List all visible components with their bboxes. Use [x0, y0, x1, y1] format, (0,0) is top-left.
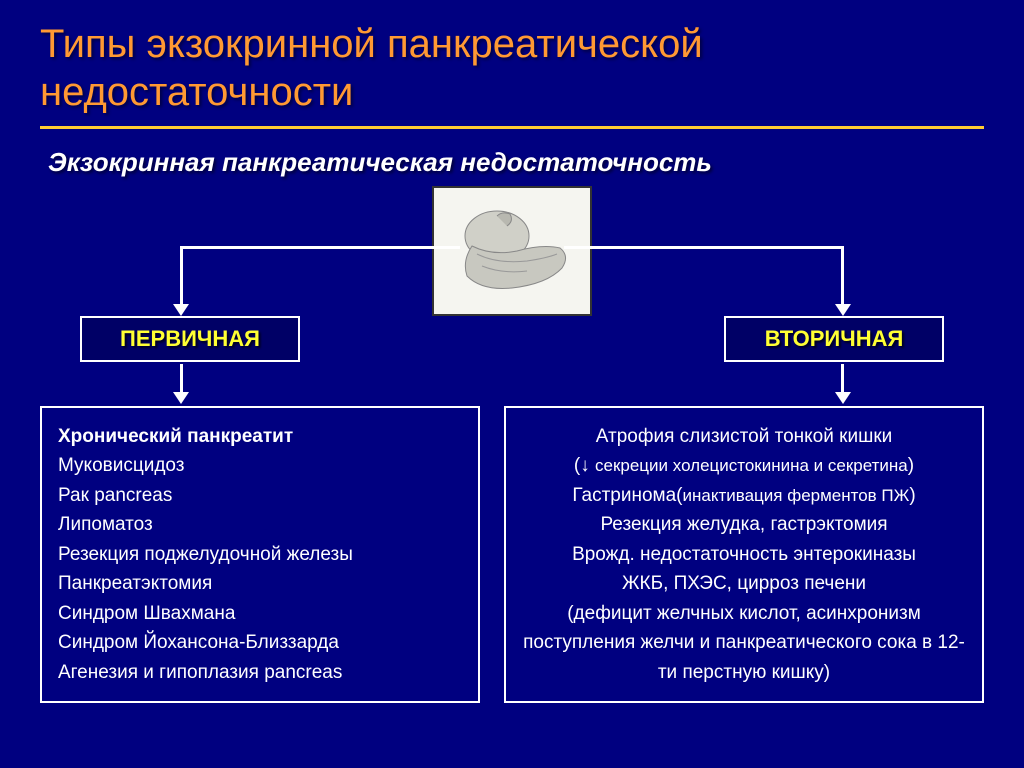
arrow-down-icon	[835, 304, 851, 316]
connector-line	[180, 246, 183, 306]
list-item: Хронический панкреатит	[58, 422, 462, 451]
primary-content-box: Хронический панкреатит Муковисцидоз Рак …	[40, 406, 480, 703]
text-fragment: инактивация ферментов ПЖ	[683, 486, 910, 505]
list-item: Синдром Швахмана	[58, 599, 462, 628]
connector-line	[841, 246, 844, 306]
slide-title: Типы экзокринной панкреатической недоста…	[40, 20, 984, 116]
arrow-down-icon	[173, 392, 189, 404]
slide-subtitle: Экзокринная панкреатическая недостаточно…	[40, 147, 984, 178]
list-item: Муковисцидоз	[58, 451, 462, 480]
arrow-down-icon	[173, 304, 189, 316]
list-item: Резекция желудка, гастрэктомия	[522, 510, 966, 539]
list-item: Агенезия и гипоплазия pancreas	[58, 658, 462, 687]
text-fragment: )	[909, 485, 915, 506]
primary-type-box: ПЕРВИЧНАЯ	[80, 316, 300, 362]
list-item: Врожд. недостаточность энтерокиназы	[522, 540, 966, 569]
secondary-type-box: ВТОРИЧНАЯ	[724, 316, 944, 362]
connector-line	[841, 364, 844, 394]
text-fragment: секреции холецистокинина и секретина	[595, 456, 908, 475]
secondary-content-box: Атрофия слизистой тонкой кишки (↓ секрец…	[504, 406, 984, 703]
list-item: (↓ секреции холецистокинина и секретина)	[522, 451, 966, 480]
arrow-down-icon	[835, 392, 851, 404]
list-item: Панкреатэктомия	[58, 569, 462, 598]
list-item: Гастринома(инактивация ферментов ПЖ)	[522, 481, 966, 510]
text-fragment: Гастринома(	[572, 485, 682, 506]
diagram-container: ПЕРВИЧНАЯ ВТОРИЧНАЯ Хронический панкреат…	[40, 186, 984, 746]
list-item: Синдром Йохансона-Близзарда	[58, 628, 462, 657]
connector-line	[564, 246, 844, 249]
text-fragment: )	[908, 455, 914, 476]
list-item: (дефицит желчных кислот, асинхронизм пос…	[522, 599, 966, 687]
text-fragment: (↓	[574, 455, 590, 476]
list-item: Атрофия слизистой тонкой кишки	[522, 422, 966, 451]
list-item: Резекция поджелудочной железы	[58, 540, 462, 569]
list-item: ЖКБ, ПХЭС, цирроз печени	[522, 569, 966, 598]
pancreas-image	[432, 186, 592, 316]
connector-line	[180, 246, 460, 249]
connector-line	[180, 364, 183, 394]
list-item: Рак pancreas	[58, 481, 462, 510]
title-underline	[40, 126, 984, 129]
pancreas-icon	[442, 196, 582, 306]
list-item: Липоматоз	[58, 510, 462, 539]
